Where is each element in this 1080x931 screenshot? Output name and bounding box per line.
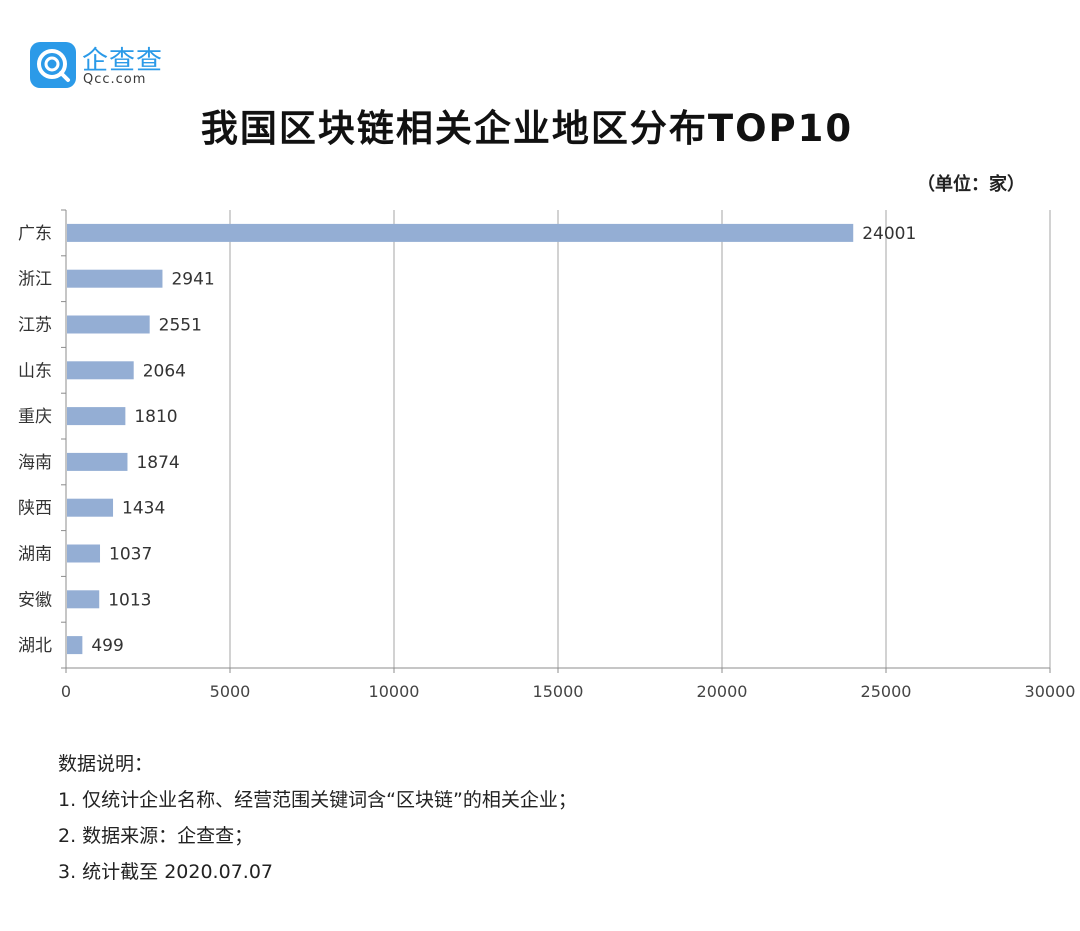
- brand-domain: Qcc.com: [83, 72, 147, 87]
- data-label: 2941: [171, 270, 214, 290]
- bar: [67, 223, 854, 242]
- bar: [67, 269, 163, 288]
- category-label: 湖南: [18, 545, 52, 565]
- category-label: 安徽: [18, 590, 52, 610]
- data-label: 1810: [134, 407, 177, 427]
- qcc-logo-icon: [30, 42, 76, 88]
- data-label: 24001: [862, 224, 916, 244]
- data-label: 2064: [143, 361, 186, 381]
- data-label: 1434: [122, 499, 165, 519]
- data-label: 1013: [108, 590, 151, 610]
- bar: [67, 498, 114, 517]
- data-label: 499: [91, 636, 123, 656]
- category-label: 江苏: [18, 316, 52, 336]
- category-label: 陕西: [18, 499, 52, 519]
- x-tick-label: 0: [61, 682, 71, 701]
- bar: [67, 590, 100, 609]
- data-notes: 数据说明： 1. 仅统计企业名称、经营范围关键词含“区块链”的相关企业； 2. …: [58, 746, 577, 890]
- bar: [67, 315, 150, 334]
- category-label: 山东: [18, 361, 52, 381]
- category-label: 广东: [18, 224, 52, 244]
- brand-logo: 企查查 Qcc.com: [30, 40, 170, 90]
- x-tick-label: 20000: [697, 682, 748, 701]
- note-item-3: 3. 统计截至 2020.07.07: [58, 861, 273, 883]
- notes-heading: 数据说明：: [58, 753, 154, 775]
- bar: [67, 452, 128, 471]
- data-label: 1037: [109, 545, 152, 565]
- x-tick-label: 30000: [1025, 682, 1076, 701]
- x-tick-label: 5000: [210, 682, 251, 701]
- data-label: 1874: [136, 453, 179, 473]
- data-label: 2551: [159, 316, 202, 336]
- brand-name: 企查查: [82, 46, 164, 76]
- category-label: 海南: [18, 453, 52, 473]
- category-label: 湖北: [18, 636, 52, 656]
- bar-chart: 0 5000 10000 15000 20000 25000 30000 广东 24001 浙江 2…: [18, 209, 1076, 701]
- category-label: 重庆: [18, 407, 52, 427]
- bar: [67, 361, 134, 380]
- bar: [67, 407, 126, 426]
- unit-note: （单位：家）: [917, 174, 1025, 195]
- note-item-2: 2. 数据来源：企查查；: [58, 825, 254, 847]
- x-tick-label: 10000: [369, 682, 420, 701]
- category-label: 浙江: [18, 270, 52, 290]
- x-tick-label: 25000: [861, 682, 912, 701]
- chart-title: 我国区块链相关企业地区分布TOP10: [200, 107, 854, 150]
- x-tick-label: 15000: [533, 682, 584, 701]
- bar: [67, 544, 101, 563]
- bar: [67, 636, 83, 655]
- note-item-1: 1. 仅统计企业名称、经营范围关键词含“区块链”的相关企业；: [58, 789, 577, 811]
